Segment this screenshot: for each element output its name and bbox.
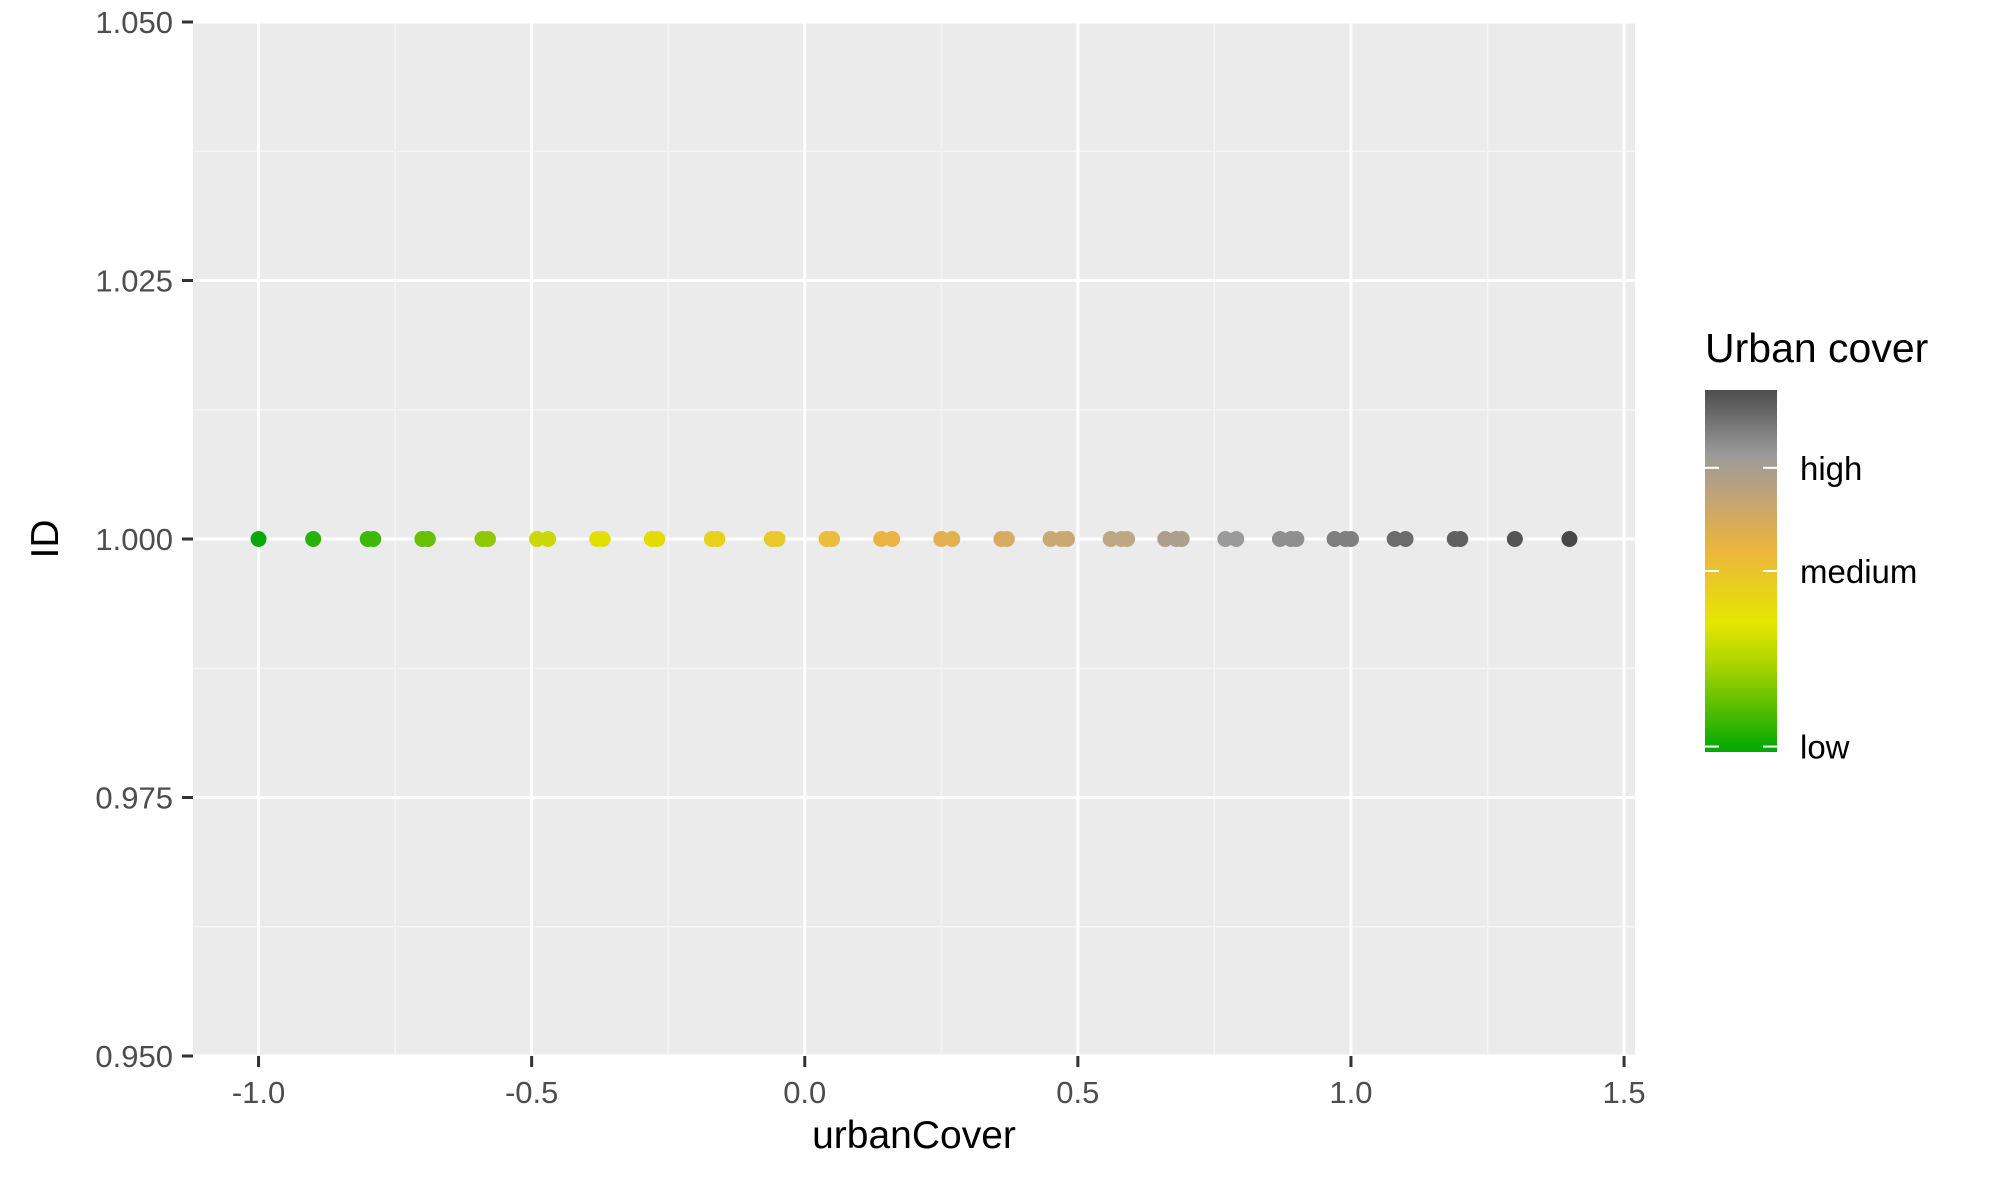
data-point bbox=[1173, 531, 1190, 547]
data-point bbox=[1119, 531, 1136, 547]
data-point bbox=[998, 531, 1015, 547]
data-point bbox=[540, 531, 557, 547]
data-point bbox=[769, 531, 786, 547]
data-point bbox=[1228, 531, 1245, 547]
x-tick-label: 0.5 bbox=[1056, 1075, 1099, 1110]
legend-label-high: high bbox=[1800, 450, 1862, 487]
data-point bbox=[944, 531, 961, 547]
color-legend: Urban cover high medium low bbox=[1705, 325, 1928, 766]
x-tick-label: 1.5 bbox=[1603, 1075, 1646, 1110]
y-tick-label: 1.050 bbox=[95, 5, 173, 40]
x-tick-label: -0.5 bbox=[505, 1075, 558, 1110]
y-axis-title: ID bbox=[24, 520, 67, 559]
data-point bbox=[1561, 531, 1578, 547]
x-axis-title: urbanCover bbox=[812, 1114, 1016, 1157]
x-tick-label: 1.0 bbox=[1329, 1075, 1372, 1110]
data-point bbox=[305, 531, 322, 547]
data-point bbox=[365, 531, 382, 547]
x-axis: -1.0 -0.5 0.0 0.5 1.0 1.5 bbox=[232, 1056, 1646, 1110]
data-point bbox=[1506, 531, 1523, 547]
data-point bbox=[594, 531, 611, 547]
data-point bbox=[1058, 531, 1075, 547]
y-tick-label: 1.000 bbox=[95, 522, 173, 557]
y-tick-label: 0.950 bbox=[95, 1039, 173, 1074]
data-point bbox=[1452, 531, 1469, 547]
legend-label-medium: medium bbox=[1800, 553, 1917, 590]
data-point bbox=[1397, 531, 1414, 547]
legend-ticks: high medium low bbox=[1705, 450, 1917, 766]
y-tick-label: 1.025 bbox=[95, 264, 173, 299]
x-tick-label: 0.0 bbox=[783, 1075, 826, 1110]
data-point bbox=[419, 531, 436, 547]
data-point bbox=[250, 531, 267, 547]
data-point bbox=[649, 531, 666, 547]
data-point bbox=[709, 531, 726, 547]
y-axis: 0.950 0.975 1.000 1.025 1.050 bbox=[95, 5, 193, 1074]
data-point bbox=[824, 531, 841, 547]
data-point bbox=[1288, 531, 1305, 547]
legend-label-low: low bbox=[1800, 729, 1850, 766]
y-tick-label: 0.975 bbox=[95, 781, 173, 816]
x-tick-label: -1.0 bbox=[232, 1075, 285, 1110]
data-point bbox=[479, 531, 496, 547]
data-point bbox=[884, 531, 901, 547]
data-point bbox=[1342, 531, 1359, 547]
legend-title: Urban cover bbox=[1705, 325, 1928, 371]
data-points bbox=[250, 531, 1578, 547]
